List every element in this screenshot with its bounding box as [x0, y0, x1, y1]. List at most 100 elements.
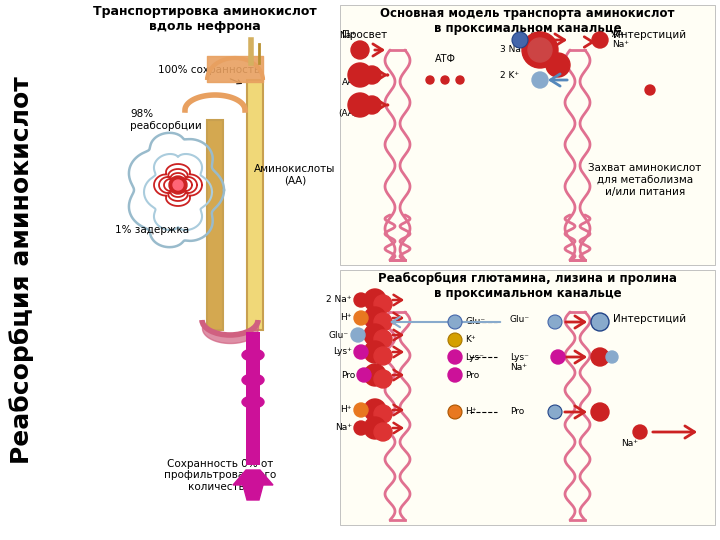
Text: Pro: Pro	[510, 408, 524, 416]
Circle shape	[532, 72, 548, 88]
Circle shape	[592, 32, 608, 48]
Text: АА: АА	[530, 30, 542, 39]
Text: Lys⁻: Lys⁻	[465, 353, 484, 361]
FancyBboxPatch shape	[246, 332, 260, 465]
Circle shape	[348, 93, 372, 117]
Text: Захват аминокислот
для метаболизма
и/или питания: Захват аминокислот для метаболизма и/или…	[588, 164, 701, 197]
Circle shape	[512, 32, 528, 48]
Text: Транспортировка аминокислот
вдоль нефрона: Транспортировка аминокислот вдоль нефрон…	[93, 5, 317, 33]
FancyBboxPatch shape	[340, 270, 715, 525]
Text: Реабсорбция глютамина, лизина и пролина
в проксимальном канальце: Реабсорбция глютамина, лизина и пролина …	[378, 272, 677, 300]
Circle shape	[633, 425, 647, 439]
Circle shape	[364, 417, 386, 439]
Ellipse shape	[242, 396, 264, 408]
Circle shape	[591, 348, 609, 366]
Circle shape	[354, 421, 368, 435]
Text: Основная модель транспорта аминокислот
в проксимальном канальце: Основная модель транспорта аминокислот в…	[380, 7, 675, 35]
Text: Lys⁻: Lys⁻	[510, 353, 529, 361]
Circle shape	[374, 423, 392, 441]
Circle shape	[364, 341, 386, 363]
Text: (АА): (АА)	[338, 109, 358, 118]
Text: Аминокислоты
(АА): Аминокислоты (АА)	[254, 164, 336, 186]
Text: H⁺: H⁺	[465, 408, 477, 416]
Text: 2 K⁺: 2 K⁺	[500, 71, 519, 80]
Ellipse shape	[242, 374, 264, 386]
Text: Na⁺: Na⁺	[340, 31, 356, 40]
Text: Na⁺: Na⁺	[510, 362, 527, 372]
Text: Lys⁺: Lys⁺	[333, 348, 352, 356]
Circle shape	[448, 315, 462, 329]
Text: Просвет: Просвет	[343, 30, 387, 40]
FancyBboxPatch shape	[247, 80, 263, 330]
Circle shape	[169, 176, 187, 194]
Circle shape	[357, 368, 371, 382]
Circle shape	[548, 405, 562, 419]
Circle shape	[606, 351, 618, 363]
Circle shape	[448, 350, 462, 364]
Circle shape	[522, 32, 558, 68]
Polygon shape	[233, 470, 273, 485]
Circle shape	[374, 330, 392, 348]
Text: Реабсорбция аминокислот: Реабсорбция аминокислот	[9, 76, 35, 464]
Text: H⁺: H⁺	[341, 406, 352, 415]
Circle shape	[364, 364, 386, 386]
Circle shape	[354, 293, 368, 307]
Circle shape	[374, 313, 392, 331]
Text: Интерстиций: Интерстиций	[613, 314, 687, 324]
Circle shape	[441, 76, 449, 84]
FancyBboxPatch shape	[207, 120, 223, 330]
Circle shape	[364, 324, 386, 346]
Text: 2 Na⁺: 2 Na⁺	[326, 295, 352, 305]
Text: Pro: Pro	[465, 370, 480, 380]
Text: Na⁺: Na⁺	[335, 423, 352, 433]
Circle shape	[546, 53, 570, 77]
Circle shape	[374, 370, 392, 388]
Text: АА: АА	[342, 78, 354, 87]
FancyBboxPatch shape	[340, 5, 715, 265]
Circle shape	[354, 345, 368, 359]
Circle shape	[426, 76, 434, 84]
Circle shape	[351, 328, 365, 342]
Text: 1% задержка: 1% задержка	[115, 225, 189, 235]
Circle shape	[363, 66, 381, 84]
Circle shape	[591, 403, 609, 421]
Circle shape	[348, 63, 372, 87]
Circle shape	[448, 405, 462, 419]
Circle shape	[456, 76, 464, 84]
Circle shape	[448, 333, 462, 347]
Text: 98%
реабсорбции: 98% реабсорбции	[130, 109, 202, 131]
Text: Na⁺: Na⁺	[612, 40, 629, 49]
Text: АА: АА	[612, 30, 624, 39]
Circle shape	[448, 368, 462, 382]
Circle shape	[354, 403, 368, 417]
Circle shape	[351, 41, 369, 59]
Circle shape	[591, 313, 609, 331]
Circle shape	[363, 96, 381, 114]
Text: H⁺: H⁺	[341, 314, 352, 322]
Text: K⁺: K⁺	[465, 335, 476, 345]
Text: Сохранность 0% от
профильтрованного
количества: Сохранность 0% от профильтрованного коли…	[164, 459, 276, 492]
Ellipse shape	[242, 349, 264, 361]
Circle shape	[551, 350, 565, 364]
Text: АТФ: АТФ	[435, 54, 456, 64]
Circle shape	[364, 307, 386, 329]
Circle shape	[374, 347, 392, 365]
Circle shape	[374, 405, 392, 423]
Circle shape	[528, 38, 552, 62]
Text: Интерстиций: Интерстиций	[613, 30, 687, 40]
Polygon shape	[243, 485, 263, 500]
Circle shape	[364, 289, 386, 311]
Circle shape	[354, 311, 368, 325]
Circle shape	[364, 399, 386, 421]
Circle shape	[548, 315, 562, 329]
Text: 100% сохранность: 100% сохранность	[158, 65, 260, 84]
Circle shape	[374, 295, 392, 313]
Circle shape	[645, 85, 655, 95]
Text: Glu⁻: Glu⁻	[465, 316, 485, 326]
Text: Glu⁻: Glu⁻	[329, 330, 349, 340]
Text: Glu⁻: Glu⁻	[510, 315, 530, 325]
Text: Na⁺: Na⁺	[621, 438, 639, 448]
Text: Pro: Pro	[341, 370, 355, 380]
Text: 3 Na⁺: 3 Na⁺	[500, 45, 526, 54]
Circle shape	[173, 180, 183, 190]
